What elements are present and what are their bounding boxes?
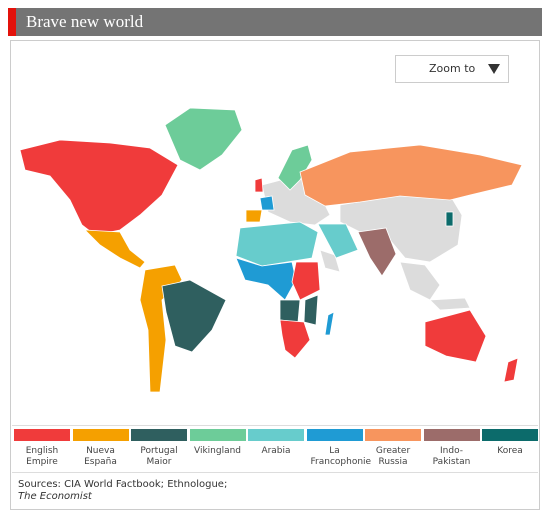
legend: English Empire Nueva España Portugal Maior… (12, 425, 538, 473)
legend-swatch (72, 429, 129, 441)
region (235, 257, 297, 301)
legend-label: Greater Russia (375, 446, 411, 467)
legend-swatch (14, 429, 70, 441)
region (164, 107, 243, 171)
legend-item: English Empire (14, 429, 70, 468)
legend-label: English Empire (25, 446, 59, 467)
legend-label: Vikingland (193, 446, 242, 456)
region (445, 211, 454, 227)
legend-item: Indo-Pakistan (423, 429, 480, 468)
zoom-label: Zoom to (429, 62, 476, 75)
zoom-dropdown[interactable]: Zoom to (395, 55, 509, 83)
region (161, 279, 227, 353)
region (429, 297, 471, 311)
legend-item: Portugal Maior (131, 429, 187, 468)
region (291, 261, 321, 301)
region (83, 229, 146, 269)
legend-item: La Francophonie (306, 429, 372, 468)
legend-label: Arabia (261, 446, 291, 456)
region (277, 144, 313, 191)
legend-item: Nueva España (72, 429, 129, 468)
sources-text: Sources: CIA World Factbook; Ethnologue; (18, 479, 228, 490)
region (357, 227, 397, 277)
legend-swatch (423, 429, 480, 441)
region (259, 195, 275, 211)
legend-item: Arabia (248, 429, 304, 457)
dropdown-arrow (488, 64, 500, 74)
region (324, 311, 335, 336)
legend-item: Korea (482, 429, 538, 457)
sources: Sources: CIA World Factbook; Ethnologue;… (18, 479, 227, 503)
sources-publisher: The Economist (18, 491, 92, 502)
legend-swatch (306, 429, 363, 441)
legend-swatch (365, 429, 421, 441)
frame (10, 40, 540, 510)
title: Brave new world (26, 12, 144, 31)
region (235, 221, 319, 267)
region (299, 144, 523, 207)
legend-item: Vikingland (189, 429, 246, 457)
legend-label: Korea (497, 446, 523, 456)
region (503, 357, 519, 383)
region (139, 264, 183, 393)
region (424, 309, 487, 363)
legend-label: La Francophonie (310, 446, 372, 467)
region (279, 319, 311, 359)
legend-label: Portugal Maior (140, 446, 178, 467)
legend-swatch (189, 429, 246, 441)
legend-swatch (248, 429, 304, 441)
region (399, 261, 441, 301)
world-map (19, 107, 523, 393)
region (19, 139, 179, 236)
title-bar: Brave new world (8, 8, 542, 36)
legend-swatch (131, 429, 187, 441)
title-stripe (8, 8, 16, 36)
region (339, 194, 463, 263)
region (279, 299, 301, 323)
region (317, 223, 359, 259)
legend-label: Indo-Pakistan (432, 446, 471, 467)
legend-label: Nueva España (84, 446, 117, 467)
region (254, 177, 264, 193)
region (245, 209, 263, 223)
legend-item: Greater Russia (365, 429, 421, 468)
region (303, 294, 319, 326)
legend-swatch (482, 429, 538, 441)
